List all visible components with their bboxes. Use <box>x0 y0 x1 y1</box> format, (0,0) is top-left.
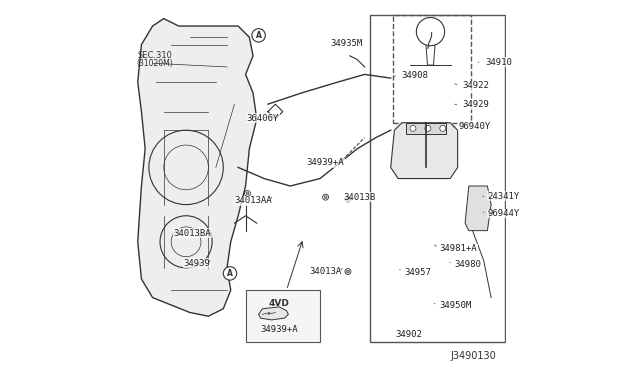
Polygon shape <box>259 307 289 320</box>
Text: 34902: 34902 <box>395 330 422 339</box>
Polygon shape <box>138 19 257 316</box>
Text: 34939+A: 34939+A <box>260 325 298 334</box>
Text: 36406Y: 36406Y <box>247 114 279 123</box>
Text: 34939: 34939 <box>184 259 211 268</box>
Text: J3490130: J3490130 <box>451 351 497 361</box>
Circle shape <box>410 125 416 131</box>
Text: 34013A: 34013A <box>309 267 342 276</box>
Circle shape <box>425 125 431 131</box>
Text: 4VD: 4VD <box>269 299 289 308</box>
Circle shape <box>252 29 266 42</box>
Circle shape <box>346 270 349 273</box>
Text: 34981+A: 34981+A <box>440 244 477 253</box>
Text: 34939+A: 34939+A <box>307 158 344 167</box>
Text: A: A <box>256 31 262 40</box>
Polygon shape <box>406 123 447 134</box>
Polygon shape <box>390 123 458 179</box>
Text: 34013AA: 34013AA <box>234 196 271 205</box>
Circle shape <box>345 196 351 202</box>
Bar <box>246 290 320 342</box>
Bar <box>370 15 505 342</box>
Circle shape <box>324 196 327 199</box>
Text: 34013B: 34013B <box>344 193 376 202</box>
Text: 34013BA: 34013BA <box>173 229 211 238</box>
Text: (31020M): (31020M) <box>136 59 173 68</box>
Circle shape <box>345 269 351 275</box>
Text: A: A <box>227 269 233 278</box>
Text: 34935M: 34935M <box>330 39 363 48</box>
Text: 34957: 34957 <box>405 268 432 277</box>
Text: 34910: 34910 <box>486 58 513 67</box>
Text: 24341Y: 24341Y <box>488 192 520 201</box>
Circle shape <box>346 198 349 201</box>
Text: 34908: 34908 <box>401 71 428 80</box>
Circle shape <box>223 267 237 280</box>
Text: 34950M: 34950M <box>440 301 472 310</box>
Text: 34929: 34929 <box>462 100 489 109</box>
Text: 96940Y: 96940Y <box>458 122 491 131</box>
Polygon shape <box>465 186 491 231</box>
Circle shape <box>323 194 328 200</box>
Text: 96944Y: 96944Y <box>488 209 520 218</box>
Text: SEC.310: SEC.310 <box>137 51 172 60</box>
Circle shape <box>244 190 250 196</box>
Text: 34922: 34922 <box>462 81 489 90</box>
Bar <box>392 15 470 123</box>
Circle shape <box>440 125 445 131</box>
Circle shape <box>246 192 249 195</box>
Text: 34980: 34980 <box>454 260 481 269</box>
